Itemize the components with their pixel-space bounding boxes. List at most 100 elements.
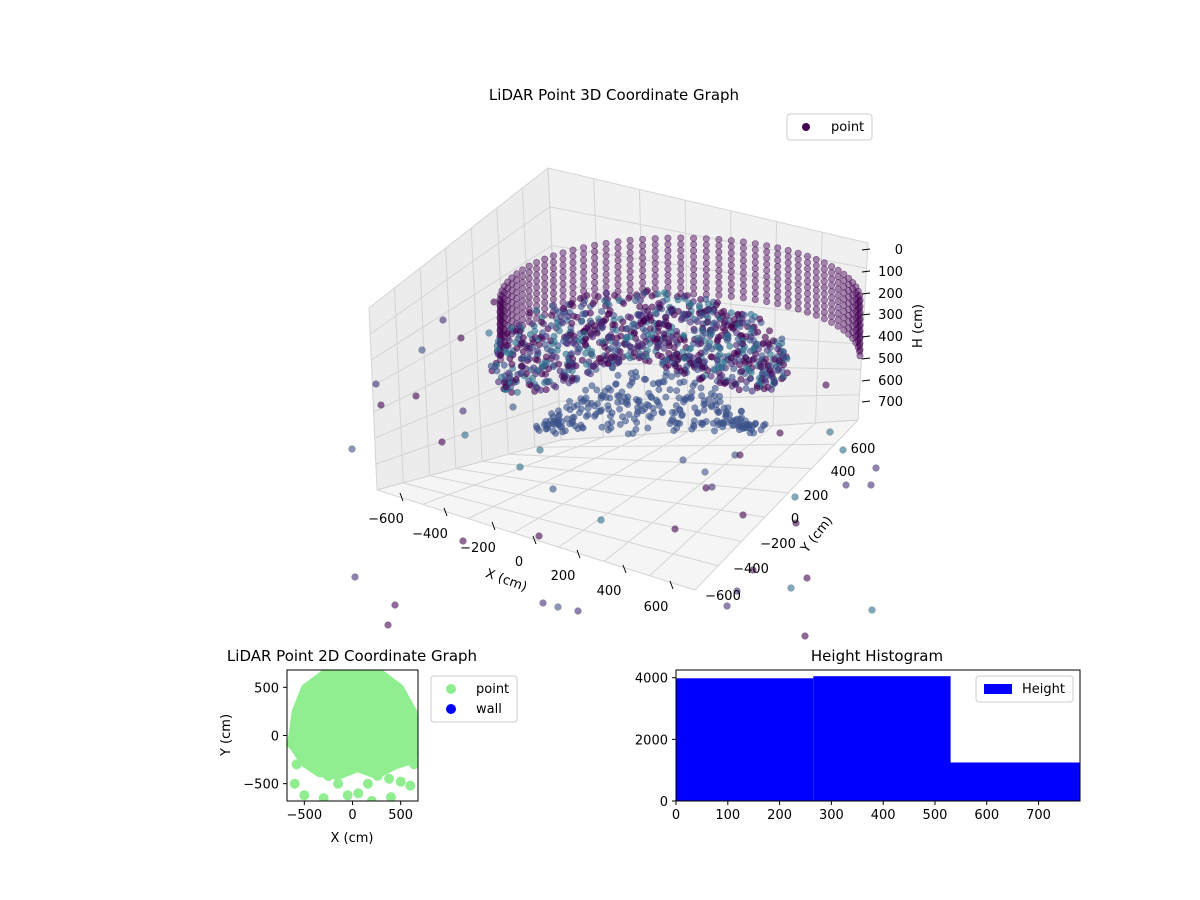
point-3d: [614, 269, 622, 277]
point-3d: [673, 387, 681, 395]
point-3d: [711, 384, 719, 392]
point-3d: [812, 311, 820, 319]
point-3d: [718, 309, 725, 317]
x-tick-label-3d: 0: [515, 555, 523, 570]
point-3d: [664, 322, 672, 330]
point-3d: [639, 235, 647, 243]
point-3d: [580, 256, 588, 264]
point-3d: [664, 247, 672, 255]
point-3d: [758, 352, 766, 360]
point-3d: [828, 294, 836, 302]
point-3d: [619, 318, 627, 326]
point-3d: [640, 317, 648, 324]
point-3d: [497, 351, 505, 359]
point-3d: [812, 274, 820, 282]
left-wall-grid-line: [445, 247, 457, 469]
point-3d: [580, 268, 588, 276]
point-2d: [362, 778, 373, 789]
point-3d: [774, 262, 782, 270]
floor-grid-line: [513, 430, 689, 534]
point-3d: [803, 265, 811, 273]
point-3d: [655, 379, 663, 387]
point-3d: [533, 289, 541, 297]
x-tick-mark-3d: [491, 521, 496, 531]
floor-grid-line: [467, 433, 647, 520]
point-3d: [774, 244, 782, 252]
point-3d: [620, 300, 628, 307]
point-3d: [581, 340, 589, 348]
point-3d: [541, 292, 549, 300]
z-tick-mark-3d: [861, 400, 871, 403]
point-3d: [763, 260, 771, 268]
point-3d: [622, 417, 629, 425]
point-3d: [533, 283, 541, 291]
point-3d: [739, 340, 747, 348]
point-3d: [651, 241, 659, 249]
point-3d: [756, 315, 764, 323]
point-3d: [590, 362, 598, 370]
point-2d: [405, 780, 416, 791]
point-3d: [690, 271, 698, 279]
point-3d: [487, 362, 495, 370]
point-3d: [676, 405, 684, 413]
point-3d: [794, 286, 802, 294]
floor-grid-line: [455, 468, 765, 518]
z-tick-label-3d: 700: [878, 395, 903, 410]
point-3d: [737, 408, 745, 415]
point-3d: [384, 621, 392, 629]
point-3d: [636, 303, 644, 311]
point-3d: [529, 338, 537, 346]
point-3d: [803, 574, 811, 582]
point-3d: [580, 330, 588, 338]
point-3d: [578, 424, 586, 431]
point-3d: [586, 309, 594, 317]
point-3d: [582, 386, 590, 394]
point-3d: [508, 360, 516, 368]
point-3d: [662, 314, 670, 321]
point-3d: [654, 290, 662, 298]
point-3d: [533, 271, 541, 279]
point-3d: [651, 266, 659, 274]
point-3d: [586, 317, 594, 325]
point-3d: [653, 335, 661, 343]
point-3d: [576, 294, 584, 302]
point-3d: [660, 330, 668, 338]
point-3d: [680, 292, 688, 300]
z-tick-label-3d: 600: [878, 374, 903, 389]
point-3d: [780, 361, 788, 369]
point-3d: [727, 280, 735, 288]
point-2d: [372, 771, 383, 781]
legend-label-height: Height: [1022, 682, 1065, 697]
point-3d: [633, 410, 641, 418]
point-3d: [690, 240, 698, 248]
point-3d: [803, 271, 811, 279]
point-3d: [686, 318, 694, 326]
point-3d: [690, 265, 698, 273]
point-3d: [541, 286, 549, 294]
point-3d: [632, 368, 640, 376]
point-3d: [828, 306, 836, 314]
point-3d: [778, 335, 786, 343]
point-3d: [690, 417, 698, 425]
point-3d: [828, 263, 836, 271]
legend-3d: point: [786, 113, 873, 141]
left-wall-grid-line: [375, 400, 560, 465]
point-2d: [342, 790, 353, 801]
point-3d: [702, 272, 710, 280]
point-3d: [630, 349, 638, 357]
point-3d: [589, 333, 596, 341]
point-3d: [753, 384, 761, 392]
point-3d: [542, 425, 550, 433]
point-3d: [591, 248, 599, 256]
point-3d: [826, 428, 834, 436]
point-3d: [723, 602, 731, 610]
point-3d: [763, 248, 771, 256]
point-3d: [715, 273, 723, 281]
point-3d: [690, 327, 698, 335]
point-3d: [616, 420, 624, 428]
point-3d: [690, 247, 698, 255]
point-3d: [580, 262, 588, 270]
y-tick-label-3d: 400: [831, 465, 856, 480]
x-tick-label-3d: −600: [368, 512, 404, 527]
y-tick-label-hist: 0: [660, 795, 668, 810]
